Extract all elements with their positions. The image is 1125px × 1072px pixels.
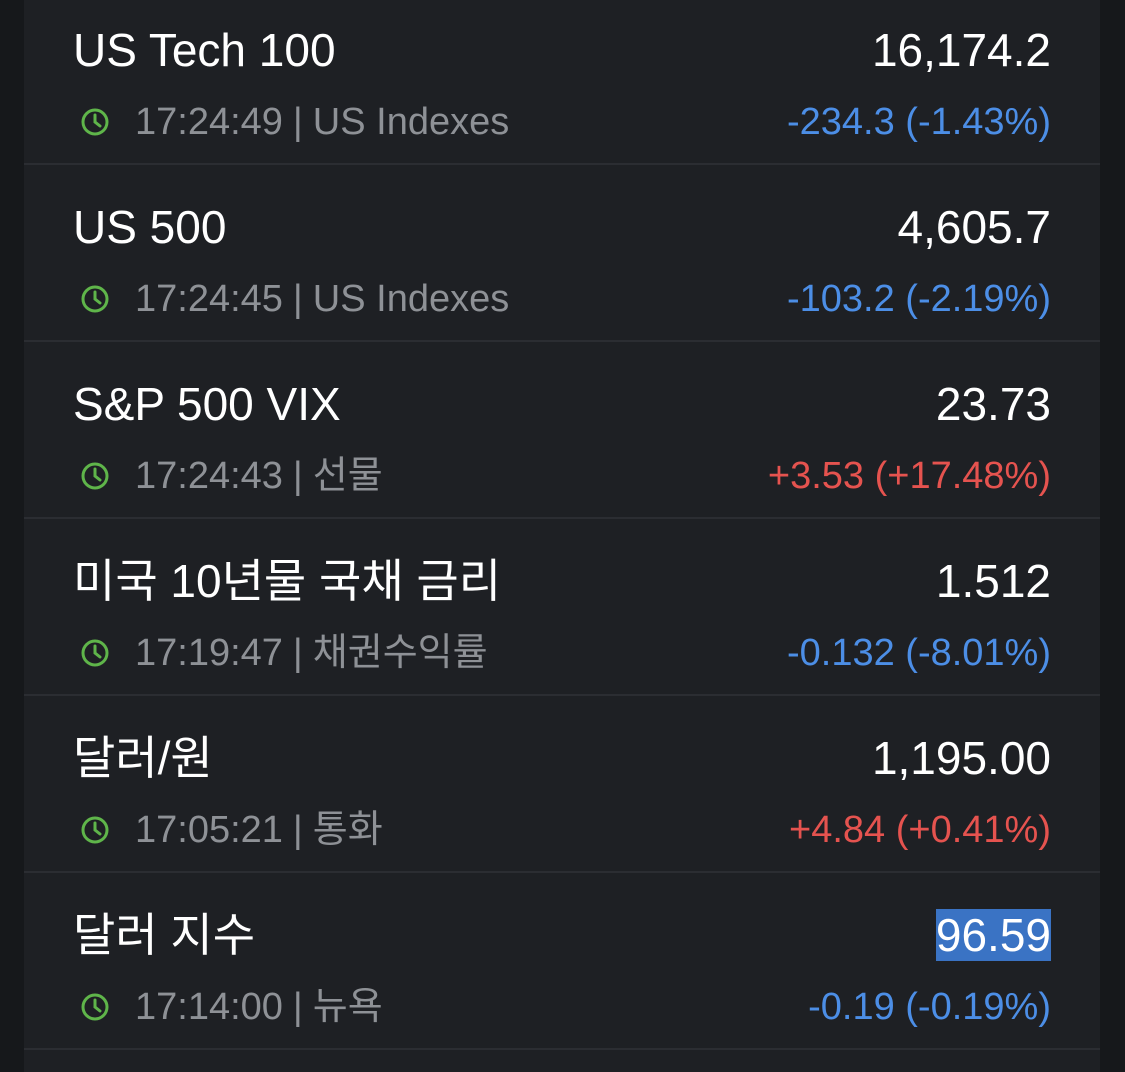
instrument-name: 달러 지수 [73,909,256,961]
time: 17:05:21 [135,809,283,851]
clock-icon [81,816,109,844]
category: 선물 [312,455,383,497]
category: 채권수익률 [312,632,488,674]
quote-row[interactable]: US Tech 100 16,174.2 17:24:49 | US Indexes -2… [24,0,1100,165]
price: 96.59 [935,909,1051,961]
subline: 17:24:49 | US Indexes [79,100,509,144]
change: -103.2 (-2.19%) [786,278,1051,320]
clock-icon [81,285,109,313]
quote-list: US Tech 100 16,174.2 17:24:49 | US Indexes -2… [24,0,1100,1072]
price: 1,195.00 [871,732,1051,784]
quote-row[interactable]: 달러/원 1,195.00 17:05:21 | 통화 +4.84 (+0.41%) [24,696,1100,873]
subline: 17:14:00 | 뉴욕 [79,985,383,1029]
price: 16,174.2 [871,24,1051,76]
quote-row[interactable]: 달러 지수 96.59 17:14:00 | 뉴욕 -0.19 (-0.19%) [24,873,1100,1050]
quote-row[interactable]: S&P 500 VIX 23.73 17:24:43 | 선물 +3.53 (+17.48… [24,342,1100,519]
separator: | [292,101,303,143]
change: -0.132 (-8.01%) [786,632,1051,674]
separator: | [292,986,303,1028]
clock-icon [81,639,109,667]
separator: | [292,455,303,497]
separator: | [292,809,303,851]
instrument-name: 미국 10년물 국채 금리 [73,555,502,607]
change: -0.19 (-0.19%) [808,986,1051,1028]
category: 뉴욕 [312,986,383,1028]
category: US Indexes [312,101,510,143]
instrument-name: US Tech 100 [73,24,336,76]
price: 4,605.7 [897,201,1051,253]
subline: 17:24:43 | 선물 [79,454,383,498]
price: 23.73 [935,378,1051,430]
subline: 17:24:45 | US Indexes [79,277,509,321]
change: +3.53 (+17.48%) [767,455,1051,497]
time: 17:14:00 [135,986,283,1028]
clock-icon [81,108,109,136]
time: 17:24:45 [135,278,283,320]
instrument-name: S&P 500 VIX [73,378,341,430]
subline: 17:05:21 | 통화 [79,808,383,852]
category: 통화 [312,809,383,851]
time: 17:24:43 [135,455,283,497]
instrument-name: 달러/원 [73,732,213,784]
change: +4.84 (+0.41%) [789,809,1051,851]
separator: | [292,278,303,320]
time: 17:24:49 [135,101,283,143]
subline: 17:19:47 | 채권수익률 [79,631,488,675]
change: -234.3 (-1.43%) [786,101,1051,143]
price: 1.512 [935,555,1051,607]
clock-icon [81,462,109,490]
instrument-name: US 500 [73,201,227,253]
quote-row[interactable]: US 500 4,605.7 17:24:45 | US Indexes -103.2 (… [24,165,1100,342]
separator: | [292,632,303,674]
quote-row[interactable]: 미국 10년물 국채 금리 1.512 17:19:47 | 채권수익률 -0.132 (… [24,519,1100,696]
time: 17:19:47 [135,632,283,674]
category: US Indexes [312,278,510,320]
clock-icon [81,993,109,1021]
